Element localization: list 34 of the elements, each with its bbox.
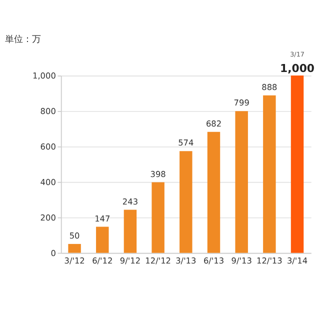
data-label: 147 — [94, 213, 110, 224]
y-tick-label: 0 — [50, 248, 56, 258]
bar — [235, 111, 248, 253]
x-tick-label: 6/'13 — [203, 255, 224, 266]
y-axis-title: 単位：万 — [4, 34, 41, 45]
data-label: 574 — [178, 138, 194, 148]
x-tick-label: 6/'12 — [92, 255, 113, 266]
x-tick-label: 12/'12 — [145, 255, 171, 266]
data-label: 682 — [206, 118, 222, 128]
x-tick-label: 3/'12 — [64, 255, 85, 266]
data-label: 799 — [234, 98, 250, 108]
data-label: 1,000 — [280, 62, 315, 75]
bar — [68, 244, 81, 253]
bar — [263, 95, 276, 253]
x-tick-label: 12/'13 — [256, 255, 282, 266]
x-tick-label: 3/'13 — [176, 255, 196, 266]
x-tick-label: 9/'12 — [120, 255, 141, 266]
y-tick-label: 800 — [40, 106, 56, 116]
data-label: 888 — [262, 82, 278, 92]
bar — [96, 226, 109, 253]
bar — [152, 182, 164, 253]
bar — [180, 151, 192, 253]
bar — [290, 76, 304, 253]
x-tick-label: 3/'14 — [286, 255, 308, 266]
y-tick-label: 400 — [40, 177, 56, 188]
x-tick-label: 9/'13 — [231, 255, 252, 266]
y-tick-label: 200 — [40, 212, 56, 223]
y-tick-label: 1,000 — [32, 70, 56, 81]
data-label: 398 — [150, 168, 166, 179]
data-label: 243 — [122, 196, 138, 206]
bar — [124, 210, 137, 253]
bar — [207, 132, 220, 253]
y-tick-label: 600 — [40, 142, 56, 152]
data-label: 50 — [69, 230, 80, 240]
